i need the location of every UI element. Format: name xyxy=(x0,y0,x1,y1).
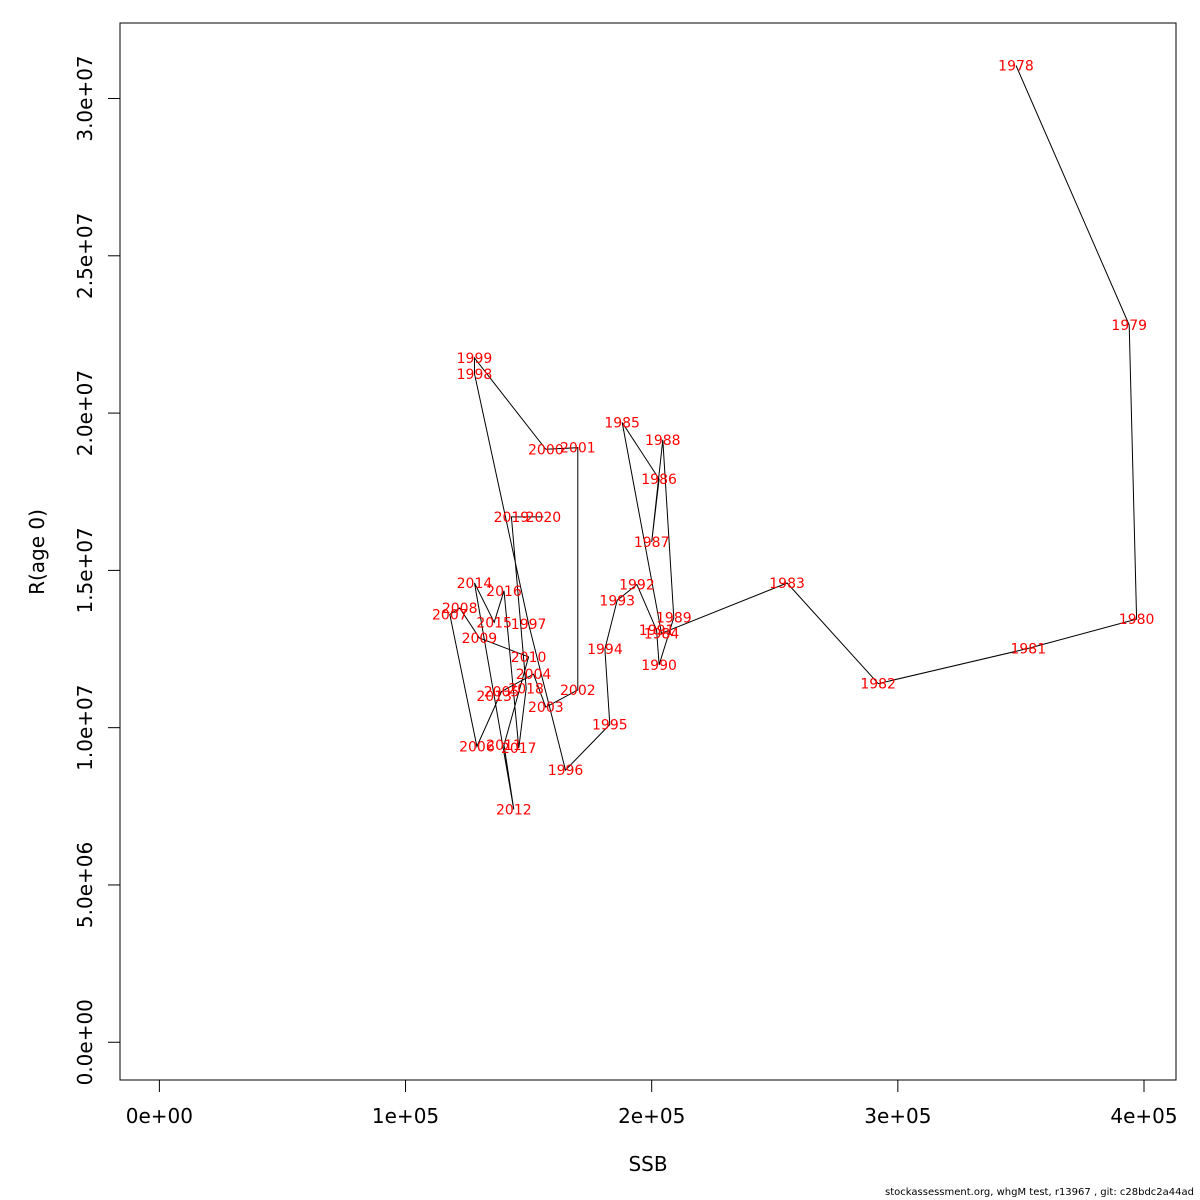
year-label-1983: 1983 xyxy=(769,576,805,592)
y-tick-label: 1.0e+07 xyxy=(73,685,97,771)
year-label-1979: 1979 xyxy=(1111,318,1147,334)
year-label-2017: 2017 xyxy=(501,741,537,757)
year-label-1998: 1998 xyxy=(457,367,493,383)
y-tick-label: 1.5e+07 xyxy=(73,527,97,613)
year-label-1985: 1985 xyxy=(604,416,640,432)
year-label-1987: 1987 xyxy=(634,535,670,551)
year-label-2002: 2002 xyxy=(560,683,596,699)
year-label-1995: 1995 xyxy=(592,718,628,734)
y-tick-label: 2.0e+07 xyxy=(73,370,97,456)
year-label-2006: 2006 xyxy=(459,740,495,756)
year-label-2019: 2019 xyxy=(494,510,530,526)
x-axis: 0e+00 1e+05 2e+05 3e+05 4e+05 xyxy=(126,1079,1178,1128)
year-label-2012: 2012 xyxy=(496,802,532,818)
y-axis-title: R(age 0) xyxy=(25,509,49,595)
year-label-2003: 2003 xyxy=(528,700,564,716)
year-label-1980: 1980 xyxy=(1119,612,1155,628)
plot-frame xyxy=(119,22,1177,1081)
year-label-2013: 2013 xyxy=(476,689,512,705)
year-label-1991: 1991 xyxy=(639,623,675,639)
y-axis: 0.0e+00 5.0e+06 1.0e+07 1.5e+07 2.0e+07 2.5e+… xyxy=(73,55,121,1085)
footer-caption: stockassessment.org, whgM test, r13967 ,… xyxy=(885,1187,1194,1198)
year-label-2004: 2004 xyxy=(516,667,552,683)
year-label-2008: 2008 xyxy=(442,601,478,617)
year-label-2011: 2011 xyxy=(486,738,522,754)
x-tick-label: 4e+05 xyxy=(1110,1104,1177,1128)
year-label-1992: 1992 xyxy=(619,578,655,594)
x-tick-label: 2e+05 xyxy=(618,1104,685,1128)
year-label-1988: 1988 xyxy=(645,433,681,449)
year-label-2001: 2001 xyxy=(560,441,596,457)
year-label-1999: 1999 xyxy=(457,351,493,367)
year-label-2000: 2000 xyxy=(528,442,564,458)
year-labels: 1978 1979 1980 1981 1982 1983 1984 1985 1986 1987… xyxy=(432,58,1154,818)
year-label-2014: 2014 xyxy=(457,576,493,592)
year-label-2015: 2015 xyxy=(476,615,512,631)
year-label-2009: 2009 xyxy=(462,631,498,647)
year-label-2010: 2010 xyxy=(511,650,547,666)
year-label-1994: 1994 xyxy=(587,642,623,658)
year-label-1993: 1993 xyxy=(599,593,635,609)
year-label-1978: 1978 xyxy=(998,58,1034,74)
x-axis-title: SSB xyxy=(628,1152,667,1176)
x-tick-label: 1e+05 xyxy=(372,1104,439,1128)
year-label-2020: 2020 xyxy=(526,510,562,526)
year-label-1984: 1984 xyxy=(644,626,680,642)
y-tick-label: 3.0e+07 xyxy=(73,55,97,141)
y-tick-label: 2.5e+07 xyxy=(73,213,97,299)
year-label-2018: 2018 xyxy=(508,681,544,697)
year-label-2016: 2016 xyxy=(486,584,522,600)
year-label-1989: 1989 xyxy=(656,611,692,627)
x-tick-label: 3e+05 xyxy=(864,1104,931,1128)
trajectory-line xyxy=(449,65,1138,810)
year-label-1981: 1981 xyxy=(1010,641,1046,657)
year-label-1990: 1990 xyxy=(641,658,677,674)
year-label-2007: 2007 xyxy=(432,607,468,623)
year-label-1996: 1996 xyxy=(548,763,584,779)
year-label-1986: 1986 xyxy=(641,472,677,488)
y-tick-label: 5.0e+06 xyxy=(73,842,97,928)
year-label-1997: 1997 xyxy=(511,617,547,633)
x-tick-label: 0e+00 xyxy=(126,1104,193,1128)
year-label-2005: 2005 xyxy=(484,684,520,700)
y-tick-label: 0.0e+00 xyxy=(73,999,97,1085)
year-label-1982: 1982 xyxy=(860,677,896,693)
